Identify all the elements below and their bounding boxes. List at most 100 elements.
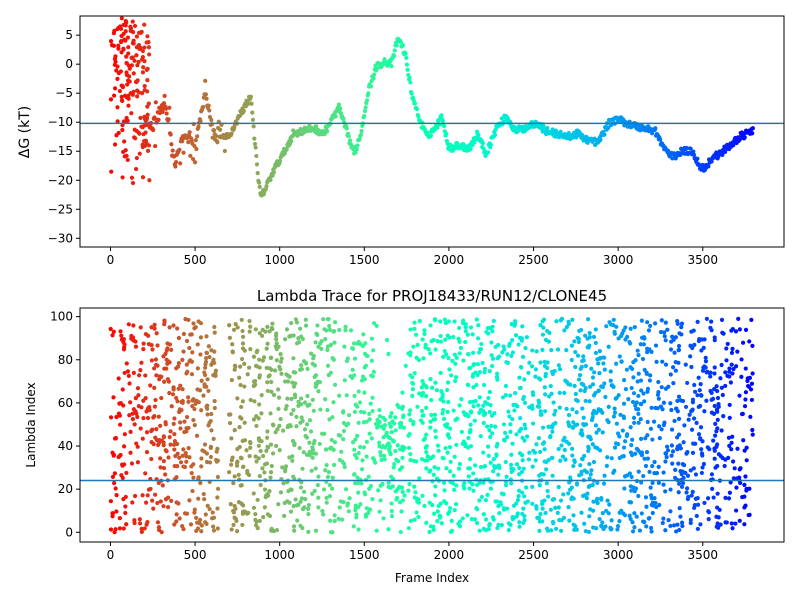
lambda-point	[377, 414, 382, 419]
lambda-point	[112, 480, 117, 486]
dg-point	[118, 26, 124, 31]
lambda-point	[397, 484, 402, 489]
lambda-point	[574, 481, 580, 486]
lambda-point	[486, 527, 491, 532]
lambda-point	[172, 439, 178, 444]
dg-point	[750, 131, 755, 136]
lambda-point	[567, 441, 572, 446]
lambda-point	[447, 505, 453, 511]
lambda-point	[261, 515, 266, 520]
lambda-point	[370, 374, 375, 379]
dg-point	[132, 135, 137, 140]
lambda-point	[530, 464, 535, 469]
lambda-point	[689, 329, 694, 334]
lambda-point	[582, 468, 587, 473]
lambda-point	[381, 435, 386, 440]
lambda-point	[540, 332, 546, 337]
lambda-point	[155, 500, 160, 506]
lambda-point	[680, 523, 685, 529]
dg-point	[222, 148, 227, 154]
lambda-point	[557, 390, 562, 395]
lambda-point	[244, 448, 249, 453]
dg-point	[129, 63, 134, 68]
dg-point	[122, 139, 127, 144]
lambda-point	[150, 498, 155, 503]
lambda-point	[572, 383, 577, 388]
lambda-point	[408, 408, 413, 413]
lambda-point	[307, 418, 313, 423]
lambda-point	[575, 353, 581, 358]
lambda-point	[463, 325, 468, 330]
lambda-point	[269, 389, 274, 394]
lambda-point	[679, 520, 685, 525]
dg-point	[125, 157, 130, 163]
lambda-point	[389, 430, 394, 435]
lambda-point	[732, 466, 737, 471]
lambda-point	[582, 521, 587, 526]
lambda-point	[542, 447, 547, 452]
lambda-point	[408, 418, 413, 423]
dg-point	[126, 93, 131, 98]
lambda-point	[410, 393, 415, 398]
lambda-point	[641, 473, 646, 479]
lambda-point	[274, 443, 279, 449]
y-tick-label: 60	[58, 396, 73, 410]
lambda-point	[356, 527, 361, 532]
dg-point	[363, 105, 368, 110]
dg-point	[144, 67, 149, 72]
lambda-point	[621, 414, 626, 419]
lambda-point	[412, 326, 417, 331]
lambda-point	[631, 391, 637, 396]
lambda-point	[604, 324, 609, 329]
lambda-point	[518, 416, 523, 421]
dg-point	[355, 143, 360, 148]
lambda-point	[661, 516, 666, 521]
lambda-point	[369, 336, 375, 341]
lambda-point	[145, 406, 150, 411]
lambda-point	[621, 328, 626, 333]
lambda-point	[297, 445, 302, 451]
lambda-point	[588, 384, 593, 389]
lambda-point	[465, 413, 470, 418]
lambda-point	[320, 508, 325, 514]
lambda-point	[740, 412, 745, 417]
lambda-point	[668, 487, 673, 492]
lambda-point	[161, 459, 166, 464]
lambda-point	[733, 521, 738, 526]
lambda-point	[684, 490, 689, 495]
lambda-point	[377, 408, 382, 413]
lambda-point	[700, 453, 705, 458]
lambda-point	[164, 449, 169, 454]
lambda-point	[656, 464, 661, 469]
lambda-point	[303, 497, 308, 502]
lambda-point	[110, 514, 115, 519]
lambda-point	[488, 460, 493, 465]
lambda-point	[654, 359, 659, 364]
lambda-point	[730, 459, 736, 464]
lambda-point	[135, 444, 140, 449]
lambda-point	[199, 456, 204, 461]
lambda-point	[144, 430, 150, 435]
lambda-point	[235, 396, 240, 401]
lambda-point	[639, 480, 644, 485]
lambda-point	[679, 484, 685, 489]
lambda-point	[648, 525, 654, 531]
dg-point	[442, 123, 447, 129]
lambda-point	[312, 363, 318, 368]
lambda-point	[440, 407, 446, 413]
lambda-point	[551, 521, 556, 526]
lambda-point	[633, 358, 638, 363]
lambda-point	[304, 452, 310, 457]
lambda-point	[504, 360, 509, 365]
lambda-point	[724, 358, 729, 363]
lambda-point	[393, 415, 398, 420]
lambda-point	[457, 351, 462, 356]
lambda-point	[482, 366, 488, 372]
lambda-point	[210, 510, 215, 515]
lambda-point	[316, 505, 321, 510]
lambda-point	[332, 462, 337, 468]
lambda-point	[473, 463, 478, 468]
lambda-point	[641, 519, 646, 524]
lambda-point	[564, 324, 569, 330]
lambda-point	[648, 323, 653, 329]
